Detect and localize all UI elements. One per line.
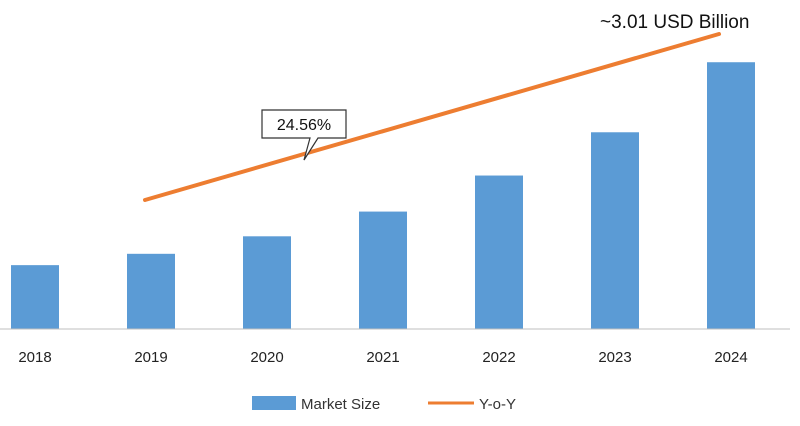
bar-2022	[475, 175, 523, 329]
yoy-trend-line	[143, 32, 721, 202]
total-value-label: ~3.01 USD Billion	[600, 12, 749, 33]
legend: Market Size Y-o-Y	[252, 396, 516, 413]
bar-2023	[591, 132, 639, 329]
x-tick-2023: 2023	[598, 349, 631, 366]
bar-2019	[127, 253, 175, 329]
bar-2024	[707, 62, 755, 329]
x-tick-labels: 2018 2019 2020 2021 2022 2023 2024	[18, 349, 747, 366]
cagr-callout: 24.56%	[261, 109, 347, 161]
x-tick-2019: 2019	[134, 349, 167, 366]
cagr-callout-box	[261, 109, 347, 161]
legend-swatch-market-size	[252, 396, 296, 410]
x-tick-2024: 2024	[714, 349, 747, 366]
x-tick-2022: 2022	[482, 349, 515, 366]
legend-label-yoy: Y-o-Y	[479, 396, 516, 413]
bars-group	[11, 62, 755, 329]
bar-2018	[11, 265, 59, 329]
cagr-label: 24.56%	[277, 117, 331, 134]
x-tick-2018: 2018	[18, 349, 51, 366]
bar-2020	[243, 236, 291, 329]
x-tick-2021: 2021	[366, 349, 399, 366]
x-tick-2020: 2020	[250, 349, 283, 366]
bar-2021	[359, 211, 407, 329]
legend-label-market-size: Market Size	[301, 396, 380, 413]
